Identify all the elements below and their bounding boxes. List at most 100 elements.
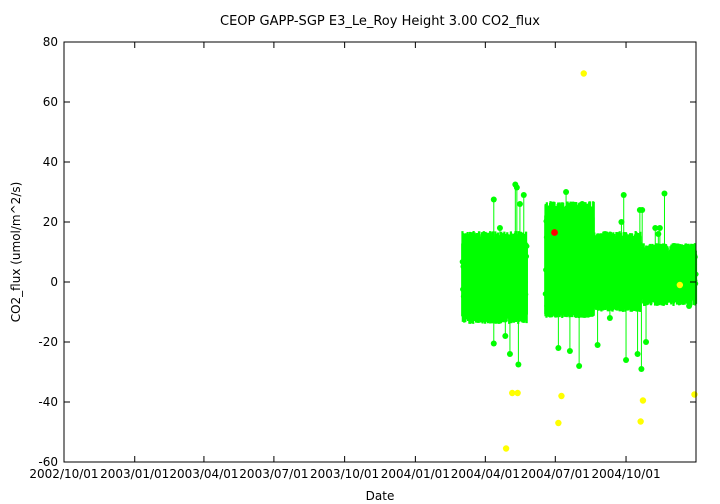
series-measurements bbox=[638, 243, 699, 306]
spike-point bbox=[563, 189, 570, 195]
data-point bbox=[578, 243, 585, 249]
flagged-point bbox=[509, 389, 516, 397]
data-point bbox=[564, 264, 570, 271]
x-tick-label: 2002/10/01 bbox=[29, 467, 98, 481]
flagged-point bbox=[580, 70, 587, 77]
data-point bbox=[626, 237, 633, 244]
data-point bbox=[554, 250, 560, 256]
data-point bbox=[572, 277, 578, 283]
data-point bbox=[561, 216, 567, 223]
data-point bbox=[560, 274, 566, 280]
data-point bbox=[635, 300, 641, 306]
data-point bbox=[601, 276, 607, 282]
spike-point bbox=[620, 192, 627, 198]
y-tick-label: -60 bbox=[38, 455, 58, 469]
data-point bbox=[562, 278, 568, 285]
data-point bbox=[463, 313, 470, 319]
x-tick-label: 2003/04/01 bbox=[169, 467, 238, 481]
flagged-point bbox=[637, 418, 644, 425]
flagged-point bbox=[502, 445, 510, 452]
data-point bbox=[647, 268, 653, 274]
data-point bbox=[545, 246, 551, 253]
data-point bbox=[468, 256, 474, 262]
data-point bbox=[542, 291, 548, 297]
data-point bbox=[658, 290, 664, 297]
y-tick-label: -20 bbox=[38, 335, 58, 349]
data-point bbox=[572, 307, 578, 313]
data-point bbox=[559, 241, 565, 247]
data-point bbox=[519, 285, 525, 292]
data-point bbox=[588, 228, 594, 234]
data-point bbox=[604, 268, 610, 274]
data-point bbox=[507, 253, 513, 259]
data-point bbox=[482, 302, 488, 308]
data-point bbox=[656, 295, 662, 301]
data-point bbox=[543, 218, 549, 224]
data-point bbox=[574, 236, 580, 242]
data-point bbox=[587, 217, 593, 223]
data-point bbox=[566, 251, 572, 257]
data-point bbox=[691, 290, 697, 296]
data-point bbox=[613, 262, 620, 268]
data-point bbox=[555, 218, 561, 225]
data-point bbox=[567, 243, 573, 249]
data-point bbox=[586, 279, 592, 286]
data-point bbox=[468, 262, 474, 268]
data-point bbox=[597, 290, 603, 297]
flagged-point bbox=[555, 419, 562, 427]
data-point bbox=[475, 313, 482, 319]
y-axis: -60 -40 -20 0 20 40 60 80 bbox=[38, 35, 696, 469]
data-point bbox=[620, 282, 626, 288]
x-tick-label: 2004/01/01 bbox=[381, 467, 450, 481]
data-point bbox=[484, 274, 490, 280]
data-point bbox=[506, 301, 512, 308]
x-tick-label: 2004/07/01 bbox=[521, 467, 590, 481]
data-point bbox=[523, 291, 529, 297]
spike-point bbox=[638, 366, 645, 372]
spike-point bbox=[634, 351, 641, 357]
data-point bbox=[679, 290, 685, 296]
data-point bbox=[565, 217, 571, 223]
data-point bbox=[595, 256, 601, 262]
bad-point bbox=[551, 229, 558, 236]
y-tick-label: -40 bbox=[38, 395, 58, 409]
data-point bbox=[634, 268, 641, 274]
spike-point bbox=[686, 303, 693, 309]
plot-area bbox=[459, 70, 699, 452]
flagged-point bbox=[639, 397, 647, 404]
data-point bbox=[665, 259, 671, 265]
spike-point bbox=[555, 345, 562, 351]
data-point bbox=[557, 295, 563, 302]
data-point bbox=[522, 312, 528, 318]
data-point bbox=[626, 246, 632, 253]
spike-point bbox=[661, 190, 668, 197]
data-point bbox=[589, 307, 595, 313]
data-point bbox=[628, 266, 634, 272]
data-point bbox=[573, 264, 579, 270]
data-point bbox=[500, 278, 506, 284]
data-point bbox=[554, 224, 560, 230]
data-point bbox=[585, 251, 591, 257]
data-point bbox=[494, 288, 500, 294]
data-point bbox=[505, 262, 511, 268]
data-point bbox=[629, 259, 636, 265]
chart-title: CEOP GAPP-SGP E3_Le_Roy Height 3.00 CO2_… bbox=[220, 14, 540, 29]
series-measurements bbox=[459, 231, 530, 324]
data-point bbox=[524, 243, 530, 249]
spike-point bbox=[490, 196, 497, 203]
spike-point bbox=[656, 225, 663, 231]
spike-point bbox=[513, 184, 520, 191]
data-point bbox=[477, 262, 483, 268]
data-point bbox=[506, 258, 512, 264]
data-point bbox=[495, 301, 501, 307]
spike-point bbox=[606, 315, 613, 321]
data-point bbox=[631, 291, 637, 297]
data-point bbox=[509, 313, 515, 319]
data-point bbox=[574, 283, 580, 289]
data-point bbox=[518, 257, 524, 263]
data-point bbox=[460, 286, 466, 292]
data-point bbox=[571, 231, 577, 237]
data-point bbox=[671, 258, 678, 264]
data-point bbox=[560, 262, 566, 268]
data-point bbox=[571, 260, 577, 266]
